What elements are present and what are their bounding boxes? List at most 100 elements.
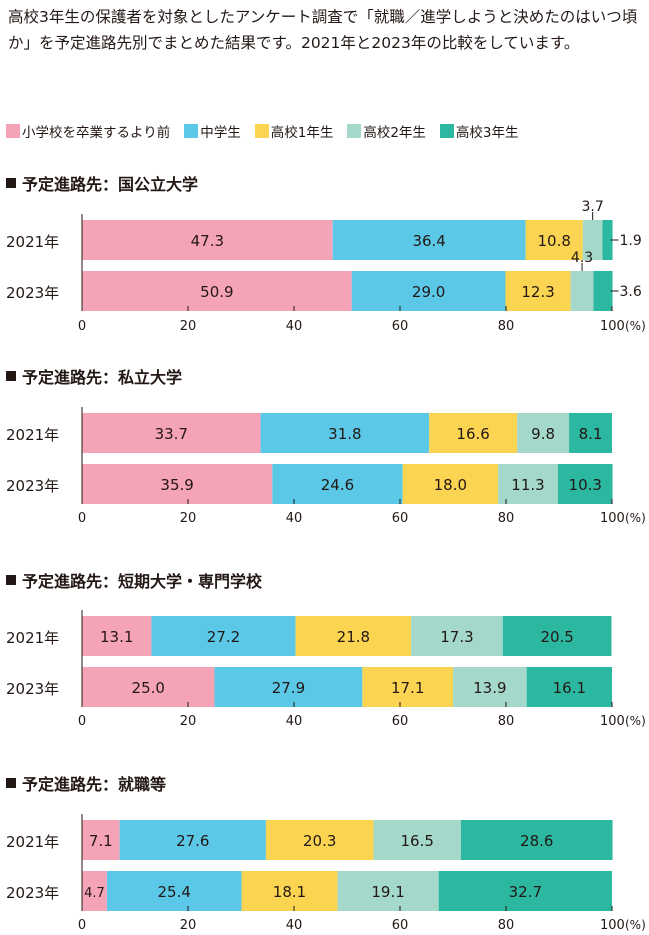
bar-segment — [272, 464, 403, 504]
bar-segment — [402, 464, 499, 504]
title-marker-icon — [6, 778, 16, 788]
row-label: 2023年 — [6, 884, 59, 902]
tick-label: 40 — [286, 918, 303, 933]
bar-segment — [373, 820, 461, 860]
data-label: 50.9 — [200, 283, 233, 301]
tick-label: 80 — [498, 918, 515, 933]
data-label: 21.8 — [337, 628, 370, 646]
bar-segment — [593, 271, 613, 311]
title-marker-icon — [6, 371, 16, 381]
row-label: 2021年 — [6, 833, 59, 851]
data-label: 9.8 — [531, 425, 555, 443]
data-label: 16.6 — [456, 425, 489, 443]
data-label: 27.9 — [272, 679, 305, 697]
bar-segment — [332, 220, 526, 260]
legend-item: 高校1年生 — [254, 121, 334, 141]
tick-label: 80 — [498, 511, 515, 526]
data-label: 28.6 — [520, 832, 553, 850]
data-label: 32.7 — [509, 883, 542, 901]
bar-segment — [82, 464, 273, 504]
data-label: 19.1 — [371, 883, 404, 901]
bar-segment — [362, 667, 453, 707]
bar-segment — [411, 616, 503, 656]
data-label: 24.6 — [321, 476, 354, 494]
data-label: 13.1 — [100, 628, 133, 646]
tick-label: 0 — [78, 714, 86, 729]
tick-label: 20 — [180, 511, 197, 526]
bar-segment — [82, 820, 120, 860]
intro-text: 高校3年生の保護者を対象としたアンケート調査で「就職／進学しようと決めたのはいつ… — [8, 8, 638, 52]
bar-segment — [82, 271, 352, 311]
bar-segment — [82, 413, 261, 453]
legend-item: 中学生 — [184, 121, 241, 141]
tick-label: 20 — [180, 918, 197, 933]
data-label: 10.3 — [569, 476, 602, 494]
tick-label: 0 — [78, 511, 86, 526]
tick-label: 60 — [392, 319, 409, 334]
legend-swatch — [254, 124, 269, 138]
bar-segment — [557, 464, 613, 504]
legend-swatch — [439, 124, 454, 138]
row-label: 2021年 — [6, 426, 59, 444]
tick-label: 100 — [600, 714, 625, 729]
bar-segment — [460, 820, 613, 860]
row-label: 2023年 — [6, 477, 59, 495]
axis-unit: (%) — [625, 714, 646, 728]
tick-label: 60 — [392, 511, 409, 526]
bar-segment — [582, 220, 603, 260]
tick-label: 20 — [180, 714, 197, 729]
bar-segment — [265, 820, 374, 860]
tick-label: 100 — [600, 511, 625, 526]
data-label: 11.3 — [511, 476, 544, 494]
data-label: 18.0 — [434, 476, 467, 494]
data-label: 7.1 — [89, 832, 113, 850]
tick-label: 40 — [286, 714, 303, 729]
bar-segment — [602, 220, 613, 260]
data-label: 27.2 — [207, 628, 240, 646]
legend-label: 高校1年生 — [270, 125, 334, 141]
bar-segment — [151, 616, 296, 656]
data-label: 27.6 — [176, 832, 209, 850]
tick-label: 0 — [78, 319, 86, 334]
data-label: 25.4 — [158, 883, 191, 901]
legend-item: 高校2年生 — [347, 121, 426, 141]
legend-swatch — [347, 124, 362, 138]
data-label: 8.1 — [579, 425, 603, 443]
data-label: 3.7 — [582, 199, 604, 215]
data-label: 3.6 — [620, 284, 642, 300]
bar-segment — [106, 871, 242, 911]
legend-item: 小学校を卒業するより前 — [6, 121, 170, 141]
tick-label: 100 — [600, 918, 625, 933]
data-label: 1.9 — [620, 233, 642, 249]
bar-segment — [82, 616, 152, 656]
legend-label: 高校3年生 — [455, 125, 519, 141]
tick-label: 0 — [78, 918, 86, 933]
bar-segment — [502, 616, 612, 656]
legend-item: 高校3年生 — [439, 121, 519, 141]
data-label: 47.3 — [191, 232, 224, 250]
bar-segment — [570, 271, 594, 311]
data-label: 10.8 — [538, 232, 571, 250]
bar-segment — [351, 271, 506, 311]
tick-label: 60 — [392, 918, 409, 933]
legend: 小学校を卒業するより前 中学生 高校1年生 高校2年生 高校3年生 — [6, 120, 533, 142]
tick-label: 40 — [286, 319, 303, 334]
data-label: 29.0 — [412, 283, 445, 301]
bar-segment — [505, 271, 571, 311]
legend-label: 小学校を卒業するより前 — [22, 125, 171, 141]
chart-title: 予定進路先：私立大学 — [22, 368, 182, 387]
bar-segment — [82, 220, 333, 260]
data-label: 20.5 — [540, 628, 573, 646]
title-marker-icon — [6, 178, 16, 188]
data-label: 20.3 — [303, 832, 336, 850]
tick-label: 60 — [392, 714, 409, 729]
row-label: 2023年 — [6, 284, 59, 302]
row-label: 2021年 — [6, 629, 59, 647]
legend-label: 高校2年生 — [363, 125, 426, 141]
data-label: 25.0 — [132, 679, 165, 697]
legend-swatch — [184, 124, 199, 138]
data-label: 36.4 — [412, 232, 445, 250]
axis-unit: (%) — [625, 918, 646, 932]
bar-segment — [82, 667, 215, 707]
data-label: 16.5 — [401, 832, 434, 850]
